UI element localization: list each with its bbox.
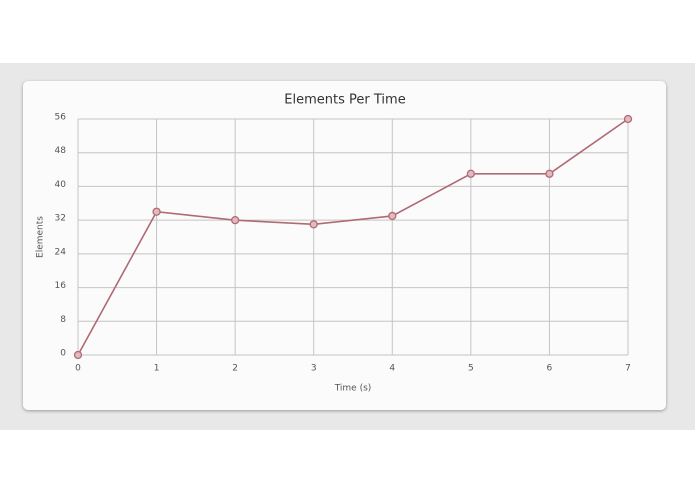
y-tick-label: 48 [55, 146, 67, 156]
y-axis-label: Elements [36, 216, 46, 258]
y-tick-label: 0 [60, 349, 66, 359]
point [309, 220, 318, 229]
x-axis-label: Time (s) [334, 384, 372, 394]
point [623, 114, 633, 124]
line [77, 118, 629, 356]
x-tick-label: 0 [75, 364, 81, 374]
y-tick-label: 8 [60, 315, 66, 325]
y-tick-label: 40 [55, 180, 67, 190]
x-tick-label: 7 [625, 364, 631, 374]
y-tick-label: 32 [55, 214, 66, 224]
point [73, 350, 83, 360]
x-tick-label: 1 [154, 364, 160, 374]
x-tick-label: 2 [232, 364, 238, 374]
point [152, 207, 161, 216]
chart-title: Elements Per Time [284, 93, 405, 108]
point [545, 169, 554, 178]
x-tick-label: 4 [389, 364, 395, 374]
point [388, 211, 397, 221]
x-tick-label: 6 [547, 364, 553, 374]
x-tick-label: 3 [311, 364, 317, 374]
point [230, 215, 240, 225]
y-tick-label: 56 [55, 113, 67, 123]
point [466, 169, 476, 178]
x-tick-label: 5 [468, 364, 474, 374]
y-tick-label: 24 [55, 247, 67, 257]
y-tick-label: 16 [55, 281, 67, 291]
